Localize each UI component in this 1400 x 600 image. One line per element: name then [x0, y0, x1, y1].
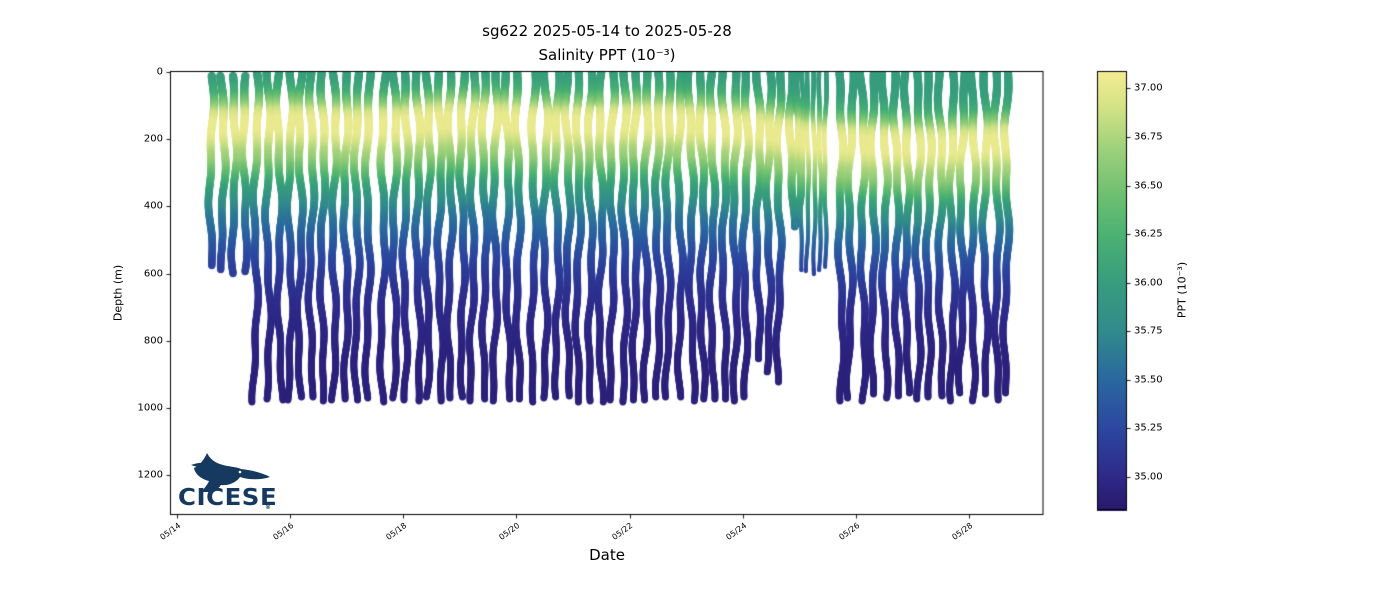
y-tick-label: 400: [143, 200, 163, 212]
cicese-registered-mark: ®: [265, 504, 271, 511]
pelican-icon: [191, 453, 270, 492]
colorbar-tick-label: 35.00: [1134, 471, 1163, 483]
y-tick-label: 600: [143, 268, 163, 279]
colorbar-tick-label: 36.25: [1134, 228, 1163, 240]
y-tick-label: 200: [143, 133, 163, 145]
y-tick-label: 0: [156, 66, 163, 78]
colorbar-tick-label: 36.50: [1134, 180, 1163, 192]
figure-title: sg622 2025-05-14 to 2025-05-28: [482, 22, 732, 40]
colorbar-tick-label: 35.25: [1134, 422, 1163, 434]
figure-subtitle: Salinity PPT (10⁻³): [538, 46, 676, 64]
colorbar-tick-label: 36.75: [1134, 131, 1163, 143]
cicese-logo-text: CICESE: [178, 484, 278, 511]
y-tick-label: 1000: [137, 402, 163, 414]
x-axis-label: Date: [589, 546, 625, 564]
colorbar-tick-label: 37.00: [1134, 82, 1163, 94]
colorbar-tick-label: 35.50: [1134, 374, 1163, 386]
colorbar-label: PPT (10⁻³): [1175, 261, 1189, 319]
y-tick-label: 1200: [137, 469, 163, 481]
colorbar-tick-label: 36.00: [1134, 277, 1163, 289]
cicese-logo: CICESE ®: [177, 452, 277, 514]
colorbar-tick-label: 35.75: [1134, 325, 1163, 337]
y-tick-label: 800: [143, 335, 163, 347]
y-axis-label: Depth (m): [111, 264, 125, 322]
